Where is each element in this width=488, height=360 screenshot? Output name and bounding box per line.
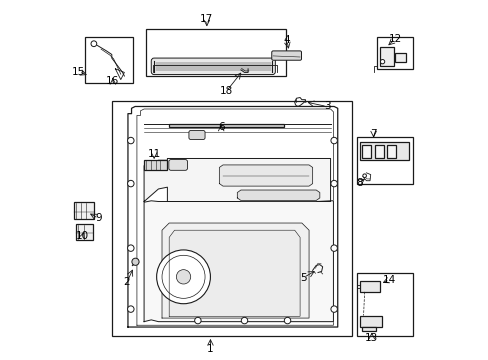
FancyBboxPatch shape (188, 131, 204, 139)
Circle shape (162, 255, 204, 298)
Text: 5: 5 (300, 273, 306, 283)
Bar (169, 124, 284, 127)
Text: 6: 6 (218, 122, 224, 132)
Polygon shape (169, 230, 300, 316)
Bar (374, 145, 383, 158)
Circle shape (330, 306, 337, 312)
Bar (74, 202, 93, 220)
Text: 13: 13 (365, 333, 378, 343)
Bar (112, 101, 351, 336)
Text: 16: 16 (106, 76, 119, 86)
Bar (379, 47, 394, 66)
Circle shape (330, 180, 337, 187)
Polygon shape (144, 158, 330, 202)
Bar (76, 224, 93, 240)
Circle shape (380, 59, 384, 64)
Circle shape (127, 245, 134, 251)
Text: 9: 9 (95, 213, 102, 223)
FancyBboxPatch shape (151, 58, 275, 75)
Circle shape (156, 250, 210, 304)
Text: 12: 12 (387, 34, 401, 44)
Bar (85, 37, 133, 83)
Bar (145, 30, 285, 76)
Circle shape (91, 41, 97, 46)
Bar (144, 160, 167, 170)
Circle shape (176, 270, 190, 284)
Bar (394, 53, 405, 62)
Text: 2: 2 (123, 277, 130, 287)
Polygon shape (144, 201, 333, 321)
Circle shape (330, 245, 337, 251)
Circle shape (127, 306, 134, 312)
Bar (357, 273, 412, 336)
Bar (376, 37, 412, 69)
Bar (362, 145, 370, 158)
Text: 17: 17 (200, 14, 213, 24)
Circle shape (284, 318, 290, 324)
Bar (360, 142, 408, 160)
Circle shape (330, 137, 337, 144)
Text: 8: 8 (355, 177, 362, 188)
FancyBboxPatch shape (168, 159, 187, 170)
Bar (357, 137, 412, 184)
Circle shape (194, 318, 201, 324)
Circle shape (127, 180, 134, 187)
Text: 1: 1 (207, 344, 213, 354)
Bar (362, 327, 376, 331)
Text: 7: 7 (369, 129, 376, 139)
Text: 10: 10 (76, 231, 89, 241)
FancyBboxPatch shape (271, 51, 301, 60)
Circle shape (132, 258, 139, 265)
Text: 3: 3 (323, 102, 329, 112)
Polygon shape (237, 190, 319, 201)
Text: 18: 18 (220, 86, 233, 96)
Circle shape (127, 137, 134, 144)
Bar (360, 316, 381, 327)
Circle shape (362, 174, 366, 177)
Text: 14: 14 (382, 275, 396, 285)
Circle shape (241, 318, 247, 324)
Text: 11: 11 (147, 149, 161, 159)
Text: 4: 4 (283, 35, 289, 45)
Text: 15: 15 (72, 67, 85, 77)
Polygon shape (162, 223, 308, 318)
Polygon shape (219, 165, 312, 186)
Bar (360, 281, 379, 292)
Bar (386, 145, 395, 158)
